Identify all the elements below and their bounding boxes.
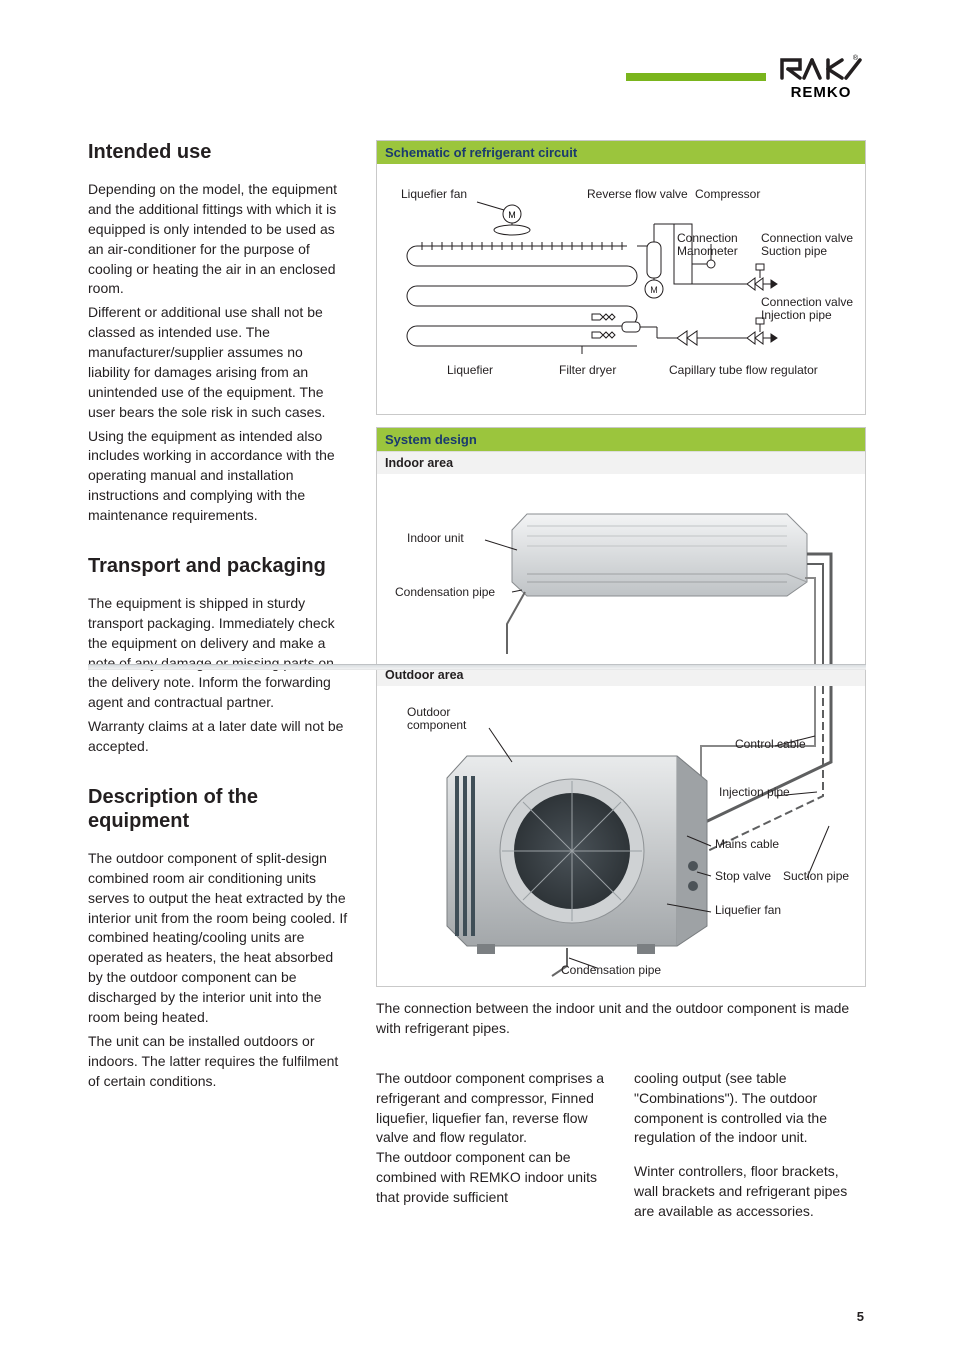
right-column: Schematic of refrigerant circuit bbox=[376, 140, 866, 1222]
left-column: Intended use Depending on the model, the… bbox=[88, 140, 348, 1119]
indoor-svg bbox=[377, 474, 865, 664]
intended-use-p3: Using the equipment as intended also inc… bbox=[88, 427, 348, 526]
header-bar: ® REMKO bbox=[626, 54, 866, 100]
description-heading: Description of the equipment bbox=[88, 785, 348, 833]
indoor-area-header: Indoor area bbox=[377, 451, 865, 474]
lbl-indoor-unit: Indoor unit bbox=[407, 532, 464, 545]
lbl-outdoor-component: Outdoor component bbox=[407, 706, 487, 732]
bottom-col1b: The outdoor component can be combined wi… bbox=[376, 1148, 608, 1208]
intended-use-p1: Depending on the model, the equipment an… bbox=[88, 180, 348, 299]
lbl-stop-valve: Stop valve bbox=[715, 870, 771, 883]
brand-logo: ® REMKO bbox=[776, 54, 866, 100]
page-content: Intended use Depending on the model, the… bbox=[88, 140, 866, 1222]
transport-p2: Warranty claims at a later date will not… bbox=[88, 717, 348, 757]
intended-use-heading: Intended use bbox=[88, 140, 348, 164]
lbl-cond-pipe-outdoor: Condensation pipe bbox=[561, 964, 661, 977]
lbl-injection-pipe: Injection pipe bbox=[719, 786, 790, 799]
lbl-conn-injection: Connection valve Injection pipe bbox=[761, 296, 861, 322]
page-number: 5 bbox=[857, 1309, 864, 1324]
description-p1: The outdoor component of split-design co… bbox=[88, 849, 348, 1028]
bottom-col2b: Winter controllers, floor brackets, wall… bbox=[634, 1162, 866, 1222]
brand-text: REMKO bbox=[791, 84, 852, 100]
transport-p1: The equipment is shipped in sturdy trans… bbox=[88, 594, 348, 713]
system-design-panel: System design Indoor area bbox=[376, 427, 866, 987]
schematic-panel: Schematic of refrigerant circuit bbox=[376, 140, 866, 415]
panel-caption: The connection between the indoor unit a… bbox=[376, 999, 866, 1039]
system-design-title: System design bbox=[377, 428, 865, 451]
description-p2: The unit can be installed outdoors or in… bbox=[88, 1032, 348, 1092]
lbl-reverse-flow: Reverse flow valve bbox=[587, 188, 688, 201]
lbl-cond-pipe-indoor: Condensation pipe bbox=[395, 586, 495, 599]
lbl-capillary: Capillary tube flow regulator bbox=[669, 364, 818, 377]
lbl-compressor: Compressor bbox=[695, 188, 760, 201]
lbl-conn-suction: Connection valve Suction pipe bbox=[761, 232, 861, 258]
lbl-suction-pipe: Suction pipe bbox=[783, 870, 849, 883]
transport-heading: Transport and packaging bbox=[88, 554, 348, 578]
lbl-liquefier-fan: Liquefier fan bbox=[401, 188, 467, 201]
intended-use-p2: Different or additional use shall not be… bbox=[88, 303, 348, 422]
lbl-liquefier: Liquefier bbox=[447, 364, 493, 377]
bottom-columns: The outdoor component comprises a refrig… bbox=[376, 1069, 866, 1222]
svg-text:M: M bbox=[508, 210, 516, 220]
lbl-conn-manometer: Connection Manometer bbox=[677, 232, 751, 258]
lbl-filter-dryer: Filter dryer bbox=[559, 364, 616, 377]
lbl-control-cable: Control cable bbox=[735, 738, 806, 751]
svg-text:M: M bbox=[650, 285, 658, 295]
area-divider bbox=[88, 664, 866, 670]
lbl-liquefier-fan2: Liquefier fan bbox=[715, 904, 781, 917]
schematic-title: Schematic of refrigerant circuit bbox=[377, 141, 865, 164]
lbl-mains-cable: Mains cable bbox=[715, 838, 779, 851]
bottom-col2a: cooling output (see table "Combinations"… bbox=[634, 1069, 866, 1149]
accent-bar bbox=[626, 73, 766, 81]
bottom-col1a: The outdoor component comprises a refrig… bbox=[376, 1069, 608, 1149]
